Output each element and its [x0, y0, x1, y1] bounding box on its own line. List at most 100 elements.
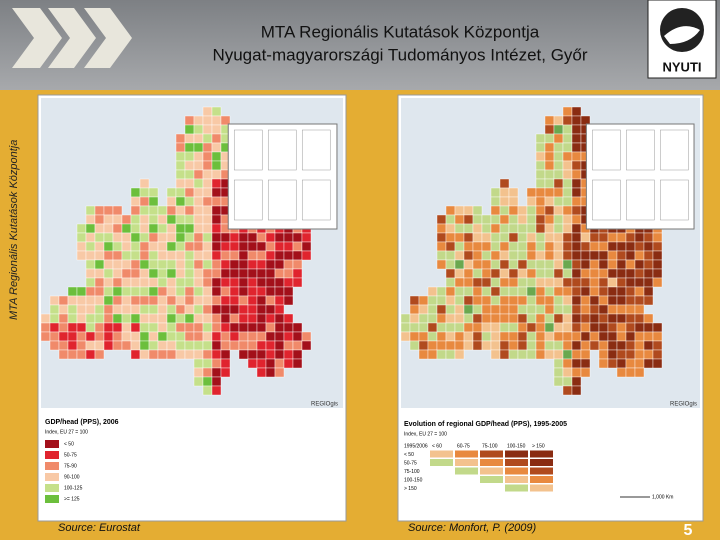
inset-box [267, 129, 297, 171]
map-region [256, 367, 267, 378]
map-region [535, 313, 546, 324]
inset-box [233, 129, 263, 171]
map-region [580, 313, 591, 324]
map-region [175, 322, 186, 333]
map-region [130, 331, 141, 342]
table-row: 50-75 [404, 460, 417, 466]
map-region [202, 250, 213, 261]
legend-label: 90-100 [64, 474, 80, 480]
map-region [220, 313, 231, 324]
map-region [526, 250, 537, 261]
map-region [184, 133, 195, 144]
map-region [76, 295, 87, 306]
map-region [274, 331, 285, 342]
map-region [625, 295, 636, 306]
inset-box [626, 129, 655, 171]
map-region [112, 241, 123, 252]
map-region [130, 286, 141, 297]
table-column: 75-100 [482, 443, 498, 449]
map-region [571, 124, 582, 135]
map-region [175, 241, 186, 252]
map-region [400, 313, 411, 324]
map-region [202, 340, 213, 351]
map-region [166, 295, 177, 306]
map-region [616, 259, 627, 270]
map-region [634, 304, 645, 315]
map-region [562, 313, 573, 324]
map-region [616, 340, 627, 351]
map-region [94, 250, 105, 261]
map-region [94, 277, 105, 288]
map-region [517, 250, 528, 261]
table-cell [505, 467, 528, 475]
map-region [544, 115, 555, 126]
map-region [652, 232, 663, 243]
map-region [121, 295, 132, 306]
map-region [634, 358, 645, 369]
map-region [193, 142, 204, 153]
map-region [193, 331, 204, 342]
map-region [121, 340, 132, 351]
table-corner: 1995/2006 [404, 443, 428, 449]
map-region [283, 322, 294, 333]
map-region [607, 286, 618, 297]
map-region [193, 277, 204, 288]
map-region [544, 241, 555, 252]
map-region [481, 340, 492, 351]
map-region [166, 259, 177, 270]
map-region [418, 304, 429, 315]
map-region [463, 304, 474, 315]
table-row: < 50 [404, 452, 414, 458]
map-region [535, 286, 546, 297]
map-region [517, 331, 528, 342]
map-region [112, 304, 123, 315]
map-region [499, 268, 510, 279]
credit: REGIOgis [670, 402, 697, 408]
map-region [544, 169, 555, 180]
map-region [121, 331, 132, 342]
map-region [67, 286, 78, 297]
map-region [292, 331, 303, 342]
map-region [148, 340, 159, 351]
table-cell [480, 467, 503, 475]
map-region [130, 205, 141, 216]
map-region [499, 313, 510, 324]
map-region [256, 277, 267, 288]
map-region [535, 295, 546, 306]
map-region [562, 268, 573, 279]
map-region [292, 349, 303, 360]
map-region [175, 151, 186, 162]
map-region [544, 304, 555, 315]
map-region [634, 349, 645, 360]
map-region [292, 232, 303, 243]
map-region [517, 286, 528, 297]
map-region [256, 250, 267, 261]
legend-swatch [45, 473, 59, 481]
map-region [112, 232, 123, 243]
map-region [220, 250, 231, 261]
map-region [571, 376, 582, 387]
map-region [256, 259, 267, 270]
map-region [553, 259, 564, 270]
map-region [571, 187, 582, 198]
map-region [598, 232, 609, 243]
map-region [211, 367, 222, 378]
map-region [436, 241, 447, 252]
map-region [202, 241, 213, 252]
map-region [229, 259, 240, 270]
map-region [553, 196, 564, 207]
map-region [76, 241, 87, 252]
map-region [409, 322, 420, 333]
map-region [517, 349, 528, 360]
map-region [85, 277, 96, 288]
legend-label: < 50 [64, 441, 74, 447]
map-region [175, 160, 186, 171]
map-region [562, 115, 573, 126]
map-region [499, 196, 510, 207]
map-region [571, 115, 582, 126]
map-region [571, 286, 582, 297]
map-region [184, 151, 195, 162]
map-region [139, 232, 150, 243]
map-region [301, 241, 312, 252]
map-region [238, 349, 249, 360]
